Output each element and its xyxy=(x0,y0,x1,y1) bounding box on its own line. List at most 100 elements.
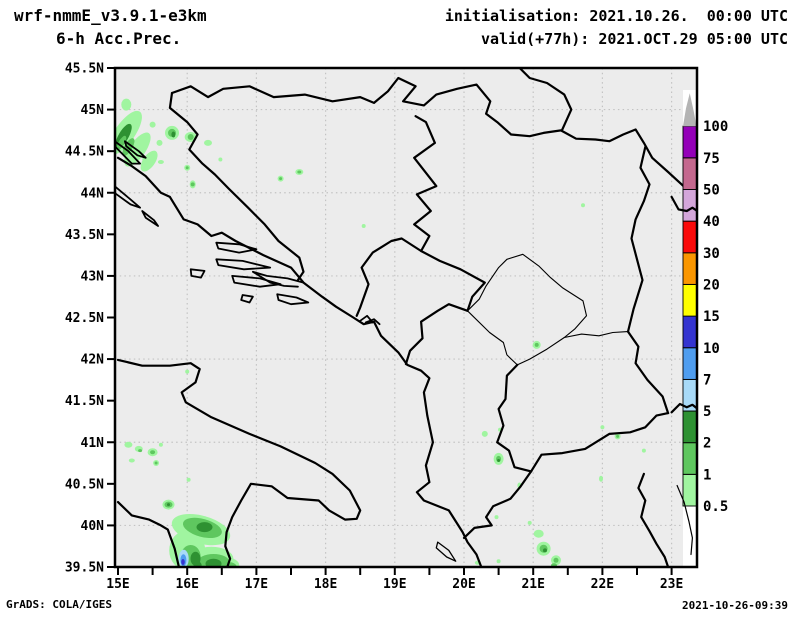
colorbar-label: 10 xyxy=(703,341,720,357)
precip-cell xyxy=(533,529,544,538)
geo-outline xyxy=(215,241,258,254)
precip-cell xyxy=(185,369,190,374)
precip-cell xyxy=(218,157,223,162)
colorbar-label: 15 xyxy=(703,309,720,325)
colorbar-label: 7 xyxy=(703,372,711,388)
precip-cell xyxy=(496,559,501,564)
precip-cell xyxy=(494,515,499,520)
product-title: 6-h Acc.Prec. xyxy=(56,29,182,48)
border-over-colorbar xyxy=(670,195,697,213)
geo-outline xyxy=(466,253,588,366)
lat-tick-label: 44.5N xyxy=(65,145,104,160)
lat-tick-label: 41N xyxy=(81,436,105,451)
colorbar-label: 20 xyxy=(703,277,720,293)
geo-outline xyxy=(404,303,469,366)
coast-over-colorbar xyxy=(676,484,693,556)
precip-cell xyxy=(158,442,163,447)
colorbar-label: 100 xyxy=(703,119,728,135)
geo-outline xyxy=(116,501,180,567)
precip-cell xyxy=(527,520,532,525)
model-title: wrf-nmmE_v3.9.1-e3km xyxy=(14,6,207,25)
geo-outline xyxy=(530,412,670,473)
precip-cell xyxy=(600,425,605,430)
geo-outline xyxy=(240,294,254,304)
geo-outline xyxy=(115,140,141,165)
precip-cell xyxy=(124,441,133,448)
coastlines-and-borders xyxy=(115,68,697,567)
precip-cell xyxy=(121,98,132,111)
colorbar-segment xyxy=(682,315,697,349)
precip-cell xyxy=(193,561,202,567)
precip-cell xyxy=(150,450,156,455)
colorbar-segment xyxy=(682,473,697,507)
precip-cell xyxy=(149,121,156,128)
colorbar-label: 40 xyxy=(703,214,720,230)
colorbar-segment xyxy=(682,220,697,254)
precip-cell xyxy=(543,548,547,553)
geo-outline xyxy=(276,293,310,306)
creation-timestamp: 2021-10-26-09:39 xyxy=(682,599,788,612)
colorbar-labels: 0.5 1 2 5 7 10 15 20 30 40 50 75 100 xyxy=(703,119,728,515)
map-background xyxy=(115,68,697,567)
precip-cell xyxy=(196,522,213,533)
geo-outline xyxy=(518,68,573,131)
graticule xyxy=(115,68,697,567)
colorbar-label: 50 xyxy=(703,183,720,199)
colorbar-label: 5 xyxy=(703,404,711,420)
precip-cell xyxy=(553,557,559,563)
precip-cell xyxy=(181,559,185,565)
precip-cell xyxy=(534,342,539,347)
colorbar-label: 0.5 xyxy=(703,499,728,515)
lat-tick-label: 40N xyxy=(81,519,105,534)
grads-credit: GrADS: COLA/IGES xyxy=(6,598,112,611)
lat-tick-label: 40.5N xyxy=(65,477,104,492)
geo-outline xyxy=(355,115,438,317)
geo-outline xyxy=(124,140,147,159)
geo-outline xyxy=(252,270,305,288)
precip-cell xyxy=(279,177,283,181)
precip-shading xyxy=(115,98,646,567)
colorbar-segment xyxy=(682,347,697,380)
lon-tick-label: 15E xyxy=(106,577,129,592)
geo-outline xyxy=(168,91,305,282)
geo-outline xyxy=(170,76,697,201)
axes: 45.5N 45N 44.5N 44N 43.5N 43N 42.5N 42N 41.5N 41N… xyxy=(65,62,683,593)
lat-tick-label: 41.5N xyxy=(65,394,104,409)
precip-cell xyxy=(185,166,189,170)
geo-outline xyxy=(116,156,483,567)
precip-cell xyxy=(204,139,212,146)
geo-outline xyxy=(231,275,282,288)
precip-cell xyxy=(297,170,302,174)
precip-cell xyxy=(154,461,158,465)
geo-outline xyxy=(626,330,670,415)
geo-outline xyxy=(496,363,533,473)
precip-cell xyxy=(190,182,195,187)
lat-tick-label: 39.5N xyxy=(65,561,104,576)
lon-tick-label: 17E xyxy=(245,577,268,592)
lon-tick-label: 20E xyxy=(452,577,475,592)
colorbar-segment xyxy=(682,284,697,317)
lat-tick-label: 43.5N xyxy=(65,228,104,243)
colorbar-label: 1 xyxy=(703,467,711,483)
geo-outline xyxy=(141,210,159,227)
precip-cell xyxy=(641,448,646,453)
geo-outline xyxy=(563,331,629,339)
lat-tick-label: 42.5N xyxy=(65,311,104,326)
precip-cell xyxy=(361,224,366,228)
colorbar-segment xyxy=(682,410,697,444)
valid-time-label: valid(+77h): 2021.OCT.29 05:00 UTC xyxy=(480,30,788,48)
precip-cell xyxy=(599,475,603,482)
precip-cell xyxy=(156,139,163,146)
precip-cell xyxy=(138,449,143,453)
precip-cell xyxy=(581,203,585,208)
lat-tick-label: 44N xyxy=(81,186,105,201)
colorbar-segment xyxy=(682,125,697,159)
precip-cell xyxy=(481,430,488,437)
geo-outline xyxy=(359,314,381,326)
precip-cell xyxy=(497,459,501,462)
lat-tick-label: 43N xyxy=(81,269,105,284)
precip-cell xyxy=(205,558,222,567)
colorbar-segment xyxy=(682,252,697,285)
lon-tick-label: 21E xyxy=(521,577,544,592)
